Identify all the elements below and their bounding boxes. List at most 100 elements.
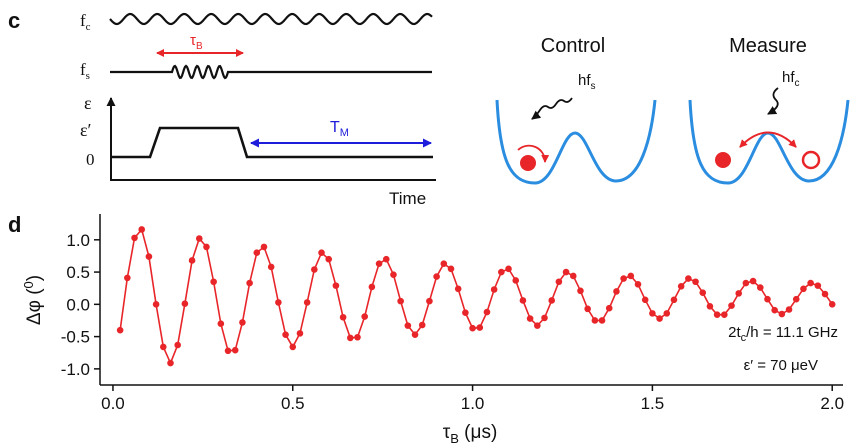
fc-wave bbox=[109, 12, 433, 26]
hfs-sub: s bbox=[591, 81, 596, 92]
data-point bbox=[131, 234, 138, 242]
data-point bbox=[462, 309, 469, 317]
y-tick-label: 0.0 bbox=[66, 295, 90, 314]
data-point bbox=[318, 249, 325, 257]
y-label-main: Δφ ( bbox=[24, 288, 45, 325]
data-point bbox=[670, 296, 678, 304]
data-point bbox=[534, 322, 541, 329]
data-point bbox=[764, 295, 771, 303]
data-point bbox=[246, 279, 253, 287]
eps-prime-label: ε′ bbox=[80, 120, 92, 140]
data-point bbox=[771, 306, 778, 314]
hfc-main: hf bbox=[782, 69, 795, 86]
measure-particle-left bbox=[715, 152, 731, 168]
data-point bbox=[296, 330, 304, 337]
data-point bbox=[713, 311, 721, 318]
x-tick-label: 2.0 bbox=[820, 394, 844, 413]
data-point bbox=[620, 275, 627, 282]
data-point bbox=[325, 255, 333, 263]
data-point bbox=[203, 243, 210, 251]
data-point bbox=[735, 290, 743, 297]
schematic: c fc fs τB ε ε′ 0 TM Time Control Measur… bbox=[8, 8, 850, 208]
data-point bbox=[749, 277, 757, 285]
tau-main: τ bbox=[190, 32, 196, 49]
data-point bbox=[656, 315, 663, 322]
control-title: Control bbox=[541, 35, 605, 57]
photon-fc bbox=[767, 87, 779, 115]
data-point bbox=[483, 308, 491, 316]
data-point bbox=[195, 235, 203, 242]
data-point bbox=[397, 297, 404, 305]
fc-label: fc bbox=[80, 11, 91, 33]
data-point bbox=[728, 302, 735, 309]
data-point bbox=[339, 313, 347, 321]
tm-label: TM bbox=[330, 119, 349, 139]
data-point bbox=[303, 299, 311, 306]
data-point bbox=[267, 263, 275, 271]
data-point bbox=[145, 253, 153, 260]
data-point bbox=[159, 343, 167, 351]
data-point bbox=[275, 299, 282, 306]
data-point bbox=[505, 265, 512, 273]
y-axis-label: Δφ (0) bbox=[21, 275, 45, 325]
data-point bbox=[217, 320, 225, 327]
data-point bbox=[311, 266, 318, 273]
chart: d τB (μs) Δφ (0) 2tc/h = 11.1 GHz ε′ = 7… bbox=[8, 212, 844, 446]
annotation-main: 2t bbox=[728, 324, 741, 341]
data-point bbox=[382, 255, 390, 263]
control-particle bbox=[520, 155, 536, 171]
data-point bbox=[577, 287, 584, 295]
data-point bbox=[181, 300, 189, 307]
control-well bbox=[495, 99, 657, 185]
data-point bbox=[210, 278, 217, 286]
data-point bbox=[418, 321, 426, 329]
data-point bbox=[778, 310, 786, 318]
data-point bbox=[289, 343, 297, 351]
data-point bbox=[807, 279, 814, 287]
data-point bbox=[569, 272, 577, 280]
x-tick-label: 0.0 bbox=[101, 394, 125, 413]
data-point bbox=[239, 319, 246, 326]
x-tick-label: 1.0 bbox=[461, 394, 485, 413]
data-point bbox=[152, 301, 160, 308]
measure-particle-right bbox=[801, 150, 821, 170]
data-point bbox=[282, 331, 289, 338]
annotation: 2tc/h = 11.1 GHz bbox=[728, 324, 838, 344]
time-label: Time bbox=[389, 189, 426, 208]
data-point bbox=[591, 317, 599, 324]
data-point bbox=[721, 311, 728, 318]
x-label-rest: (μs) bbox=[459, 422, 497, 443]
data-point bbox=[699, 289, 707, 297]
tau-sub: B bbox=[196, 41, 203, 52]
data-point bbox=[361, 313, 368, 320]
data-point bbox=[555, 278, 563, 286]
hfs-main: hf bbox=[578, 72, 591, 89]
data-point bbox=[188, 257, 196, 264]
data-point bbox=[138, 226, 146, 233]
tunnel-arrow bbox=[739, 131, 797, 148]
y-tick-label: -1.0 bbox=[61, 360, 90, 379]
data-point bbox=[404, 322, 412, 329]
x-axis-label: τB (μs) bbox=[443, 422, 498, 446]
x-tick-label: 1.5 bbox=[641, 394, 665, 413]
data-point bbox=[828, 301, 836, 308]
data-point bbox=[469, 324, 476, 332]
data-point bbox=[685, 275, 692, 282]
hfc-label: hfc bbox=[782, 69, 800, 89]
fs-label: fs bbox=[80, 60, 90, 82]
data-line bbox=[119, 227, 833, 366]
data-point bbox=[490, 286, 498, 293]
data-point bbox=[692, 278, 699, 286]
data-point bbox=[498, 268, 505, 276]
annotation: ε′ = 70 μeV bbox=[744, 357, 818, 374]
data-point bbox=[800, 285, 807, 293]
data-point bbox=[613, 288, 620, 295]
y-tick-label: -0.5 bbox=[61, 328, 90, 347]
x-tick-label: 0.5 bbox=[281, 394, 305, 413]
data-point bbox=[541, 314, 548, 322]
data-point bbox=[792, 295, 800, 303]
data-point bbox=[512, 277, 520, 284]
hfs-label: hfs bbox=[578, 72, 596, 92]
annotation-rest: /h = 11.1 GHz bbox=[746, 324, 838, 341]
